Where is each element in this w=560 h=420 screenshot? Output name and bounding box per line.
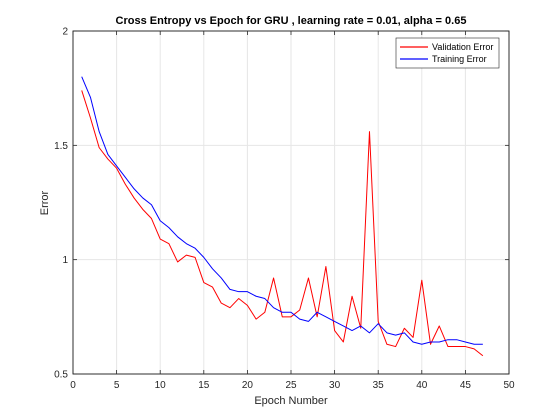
x-axis-label: Epoch Number bbox=[254, 395, 328, 407]
x-tick-label: 20 bbox=[242, 380, 254, 391]
x-tick-label: 45 bbox=[460, 380, 472, 391]
legend-label-training: Training Error bbox=[432, 54, 487, 64]
ticks: 0 5 10 15 20 25 30 35 40 45 50 0.5 1 1.5 2 bbox=[54, 27, 515, 392]
legend-box bbox=[395, 37, 500, 69]
x-tick-label: 10 bbox=[155, 380, 167, 391]
x-tick-label: 15 bbox=[198, 380, 210, 391]
x-tick-label: 50 bbox=[503, 380, 515, 391]
y-tick-label: 1 bbox=[62, 255, 68, 266]
x-tick-label: 35 bbox=[373, 380, 385, 391]
x-tick-label: 30 bbox=[329, 380, 341, 391]
x-tick-label: 40 bbox=[416, 380, 428, 391]
y-tick-label: 2 bbox=[62, 27, 68, 38]
x-tick-label: 5 bbox=[114, 380, 120, 391]
x-tick-label: 25 bbox=[285, 380, 297, 391]
chart-title: Cross Entropy vs Epoch for GRU , learnin… bbox=[116, 15, 467, 27]
x-tick-label: 0 bbox=[70, 380, 76, 391]
y-axis-label: Error bbox=[39, 190, 51, 215]
series-lines bbox=[81, 76, 484, 357]
y-tick-label: 0.5 bbox=[54, 370, 68, 381]
legend-label-validation: Validation Error bbox=[432, 42, 493, 52]
legend: Validation Error Training Error bbox=[395, 37, 500, 69]
series-line-validation-error bbox=[81, 90, 484, 357]
y-tick-label: 1.5 bbox=[54, 141, 68, 152]
series-line-training-error bbox=[81, 76, 483, 345]
